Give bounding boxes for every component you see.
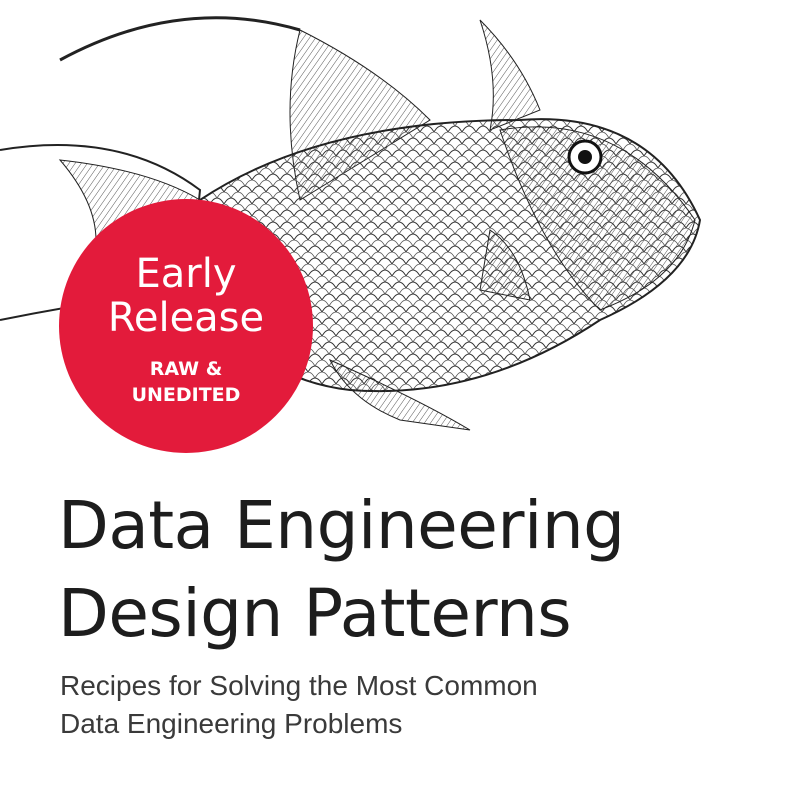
badge-line-2: Release — [107, 295, 265, 341]
badge-line-1: Early — [135, 251, 237, 297]
badge-line-3: RAW & — [149, 358, 223, 380]
badge-line-4: UNEDITED — [131, 384, 241, 406]
book-title-line-2: Design Patterns — [58, 575, 572, 652]
fish-illustration — [0, 16, 702, 431]
book-title-line-1: Data Engineering — [58, 487, 625, 564]
book-subtitle-line-1: Recipes for Solving the Most Common — [60, 670, 538, 701]
book-subtitle-line-2: Data Engineering Problems — [60, 708, 403, 739]
early-release-badge: Early Release RAW & UNEDITED — [60, 200, 312, 452]
